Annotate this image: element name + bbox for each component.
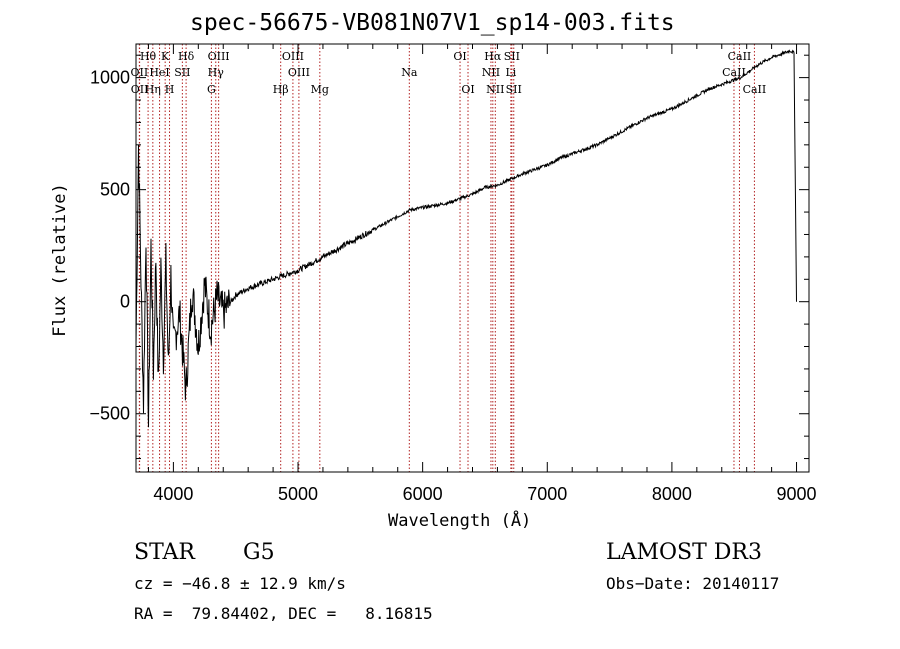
spectral-line-label: Mg [311,83,329,96]
spectral-line-label: Na [401,66,418,79]
spectral-line-label: OI [461,83,474,96]
spectral-line-label: SII [174,66,190,79]
spectral-line-label: Li [505,66,516,79]
spectral-line-label: Hγ [208,66,225,79]
object-subclass: G5 [243,540,275,565]
spectral-line-label: OII [131,66,149,79]
spectral-line-label: CaII [722,66,746,79]
x-tick-label: 6000 [403,484,443,504]
spectral-line-label: NII [482,66,500,79]
redshift-value: cz = −46.8 ± 12.9 km/s [134,574,346,593]
y-tick-label: 500 [100,180,130,200]
spectral-line-label: K [161,50,170,63]
y-tick-label: −500 [89,404,130,424]
plot-frame [135,43,810,473]
coordinates: RA = 79.84402, DEC = 8.16815 [134,604,433,623]
spectral-line-label: CaII [728,50,752,63]
spectral-line-label: HeI [149,66,169,79]
object-class: STAR [134,540,195,565]
spectral-line-label: OI [453,50,466,63]
x-tick-label: 4000 [153,484,193,504]
spectral-line-label: Hα [484,50,502,63]
spectral-line-label: H [165,83,175,96]
spectral-line-label: OII [131,83,149,96]
x-tick-label: 8000 [652,484,692,504]
spectral-line-label: SII [504,50,520,63]
spectral-line-label: SII [506,83,522,96]
spectral-line-label: OIII [282,50,304,63]
x-axis-label: Wavelength (Å) [388,511,532,531]
x-tick-label: 7000 [527,484,567,504]
spectral-line-label: Hη [145,83,161,96]
spectral-line-label: Hβ [273,83,289,96]
obs-date: Obs−Date: 20140117 [606,574,780,593]
spectral-line-label: OIII [208,50,230,63]
spectral-line-label: CaII [743,83,767,96]
chart-title: spec-56675-VB081N07V1_sp14-003.fits [190,10,675,36]
spectrum-line [135,49,797,428]
spectral-line-label: G [207,83,216,96]
y-axis-label: Flux (relative) [50,183,70,337]
y-tick-label: 1000 [90,68,130,88]
y-tick-label: 0 [120,292,130,312]
spectral-line-label: OIII [288,66,310,79]
spectral-line-label: Hδ [178,50,195,63]
spectral-line-label: Hθ [140,50,157,63]
survey-name: LAMOST DR3 [606,540,762,565]
x-tick-label: 5000 [278,484,318,504]
spectral-line-label: NII [486,83,504,96]
x-tick-label: 9000 [777,484,817,504]
